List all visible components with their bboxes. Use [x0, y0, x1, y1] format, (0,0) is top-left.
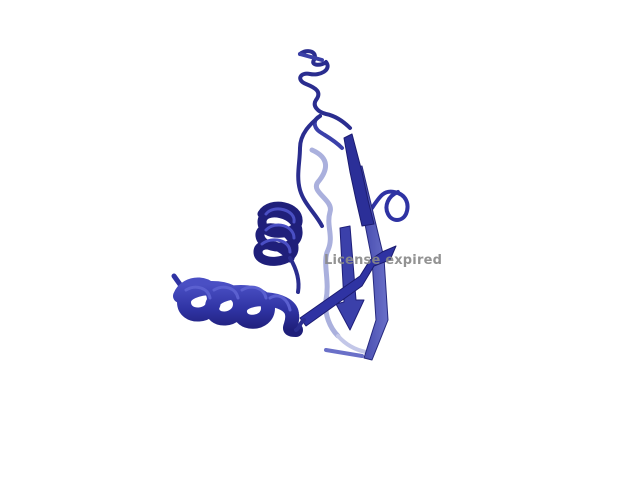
license-watermark: License expired	[324, 253, 443, 268]
n-terminal-loop	[296, 49, 352, 228]
beta-sheet	[299, 133, 397, 361]
helix-lower	[171, 273, 306, 337]
hairpin-loop	[370, 189, 410, 222]
helix-upper	[253, 201, 303, 294]
